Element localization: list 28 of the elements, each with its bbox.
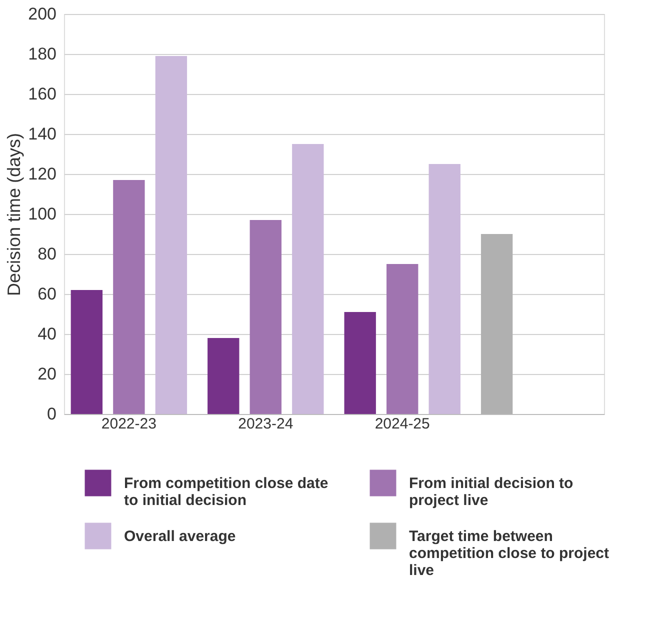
y-tick-label: 180: [28, 44, 56, 64]
y-tick-label: 20: [38, 364, 56, 384]
bar: [344, 312, 376, 414]
y-tick-label: 200: [28, 4, 56, 24]
x-tick-label: 2022-23: [101, 416, 156, 432]
y-tick-label: 0: [47, 404, 56, 424]
x-tick-label: 2024-25: [374, 416, 430, 432]
bar: [386, 264, 418, 414]
legend-label: From competition close date to initial decision: [124, 475, 328, 509]
y-tick-label: 60: [38, 284, 56, 304]
bar: [428, 164, 460, 414]
legend-label: Overall average: [124, 528, 236, 545]
y-tick-label: 80: [38, 244, 56, 264]
bar: [70, 290, 103, 414]
legend-label: From initial decision to project live: [409, 475, 574, 509]
y-tick-label: 140: [28, 124, 56, 144]
y-tick-label: 160: [28, 84, 56, 104]
bar: [155, 56, 188, 414]
y-tick-label: 120: [28, 164, 56, 184]
x-tick-label: 2023-24: [238, 416, 294, 432]
bar: [292, 144, 324, 414]
y-axis-title: Decision time (days): [4, 132, 24, 296]
bar: [250, 220, 282, 414]
bar: [113, 180, 145, 414]
bar: [208, 338, 240, 414]
legend-label: Target time between competition close to project live: [409, 528, 610, 579]
y-tick-label: 40: [38, 324, 56, 344]
y-tick-label: 100: [28, 204, 56, 224]
